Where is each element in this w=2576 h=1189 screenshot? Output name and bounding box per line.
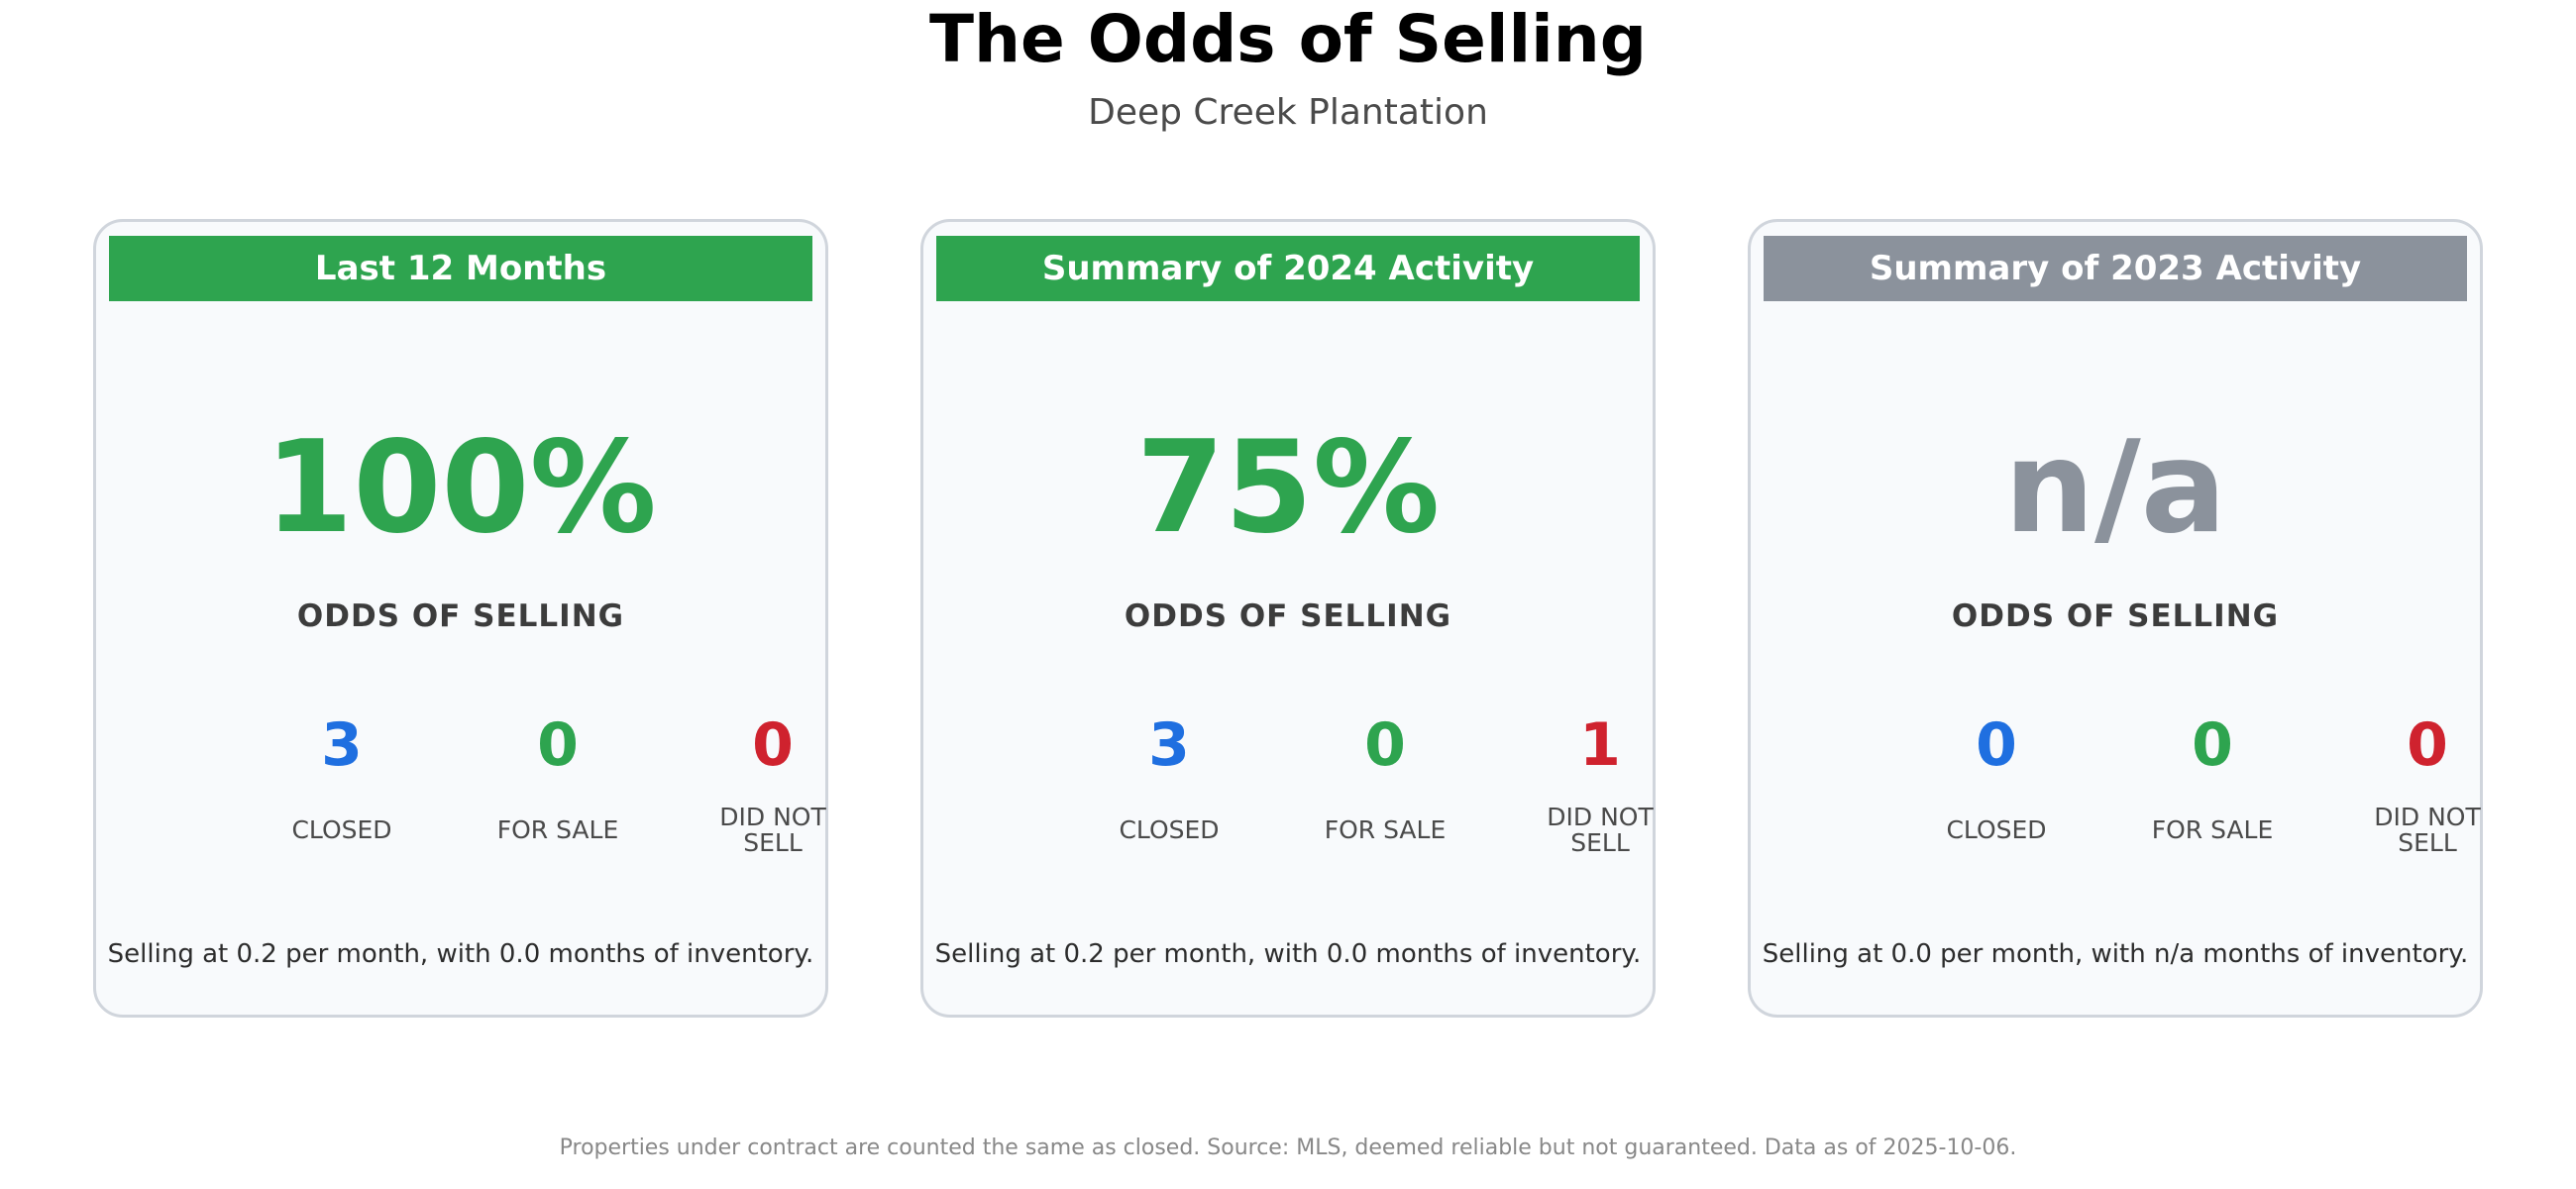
page-subtitle: Deep Creek Plantation	[1088, 92, 1488, 133]
odds-label: ODDS OF SELLING	[296, 598, 625, 634]
for-sale-count: 0	[2192, 710, 2233, 780]
did-not-sell-count: 0	[752, 710, 794, 780]
did-not-sell-label: DID NOT SELL	[664, 805, 882, 856]
stat-did-not-sell: 1 DID NOT SELL	[1491, 707, 1709, 856]
stat-for-sale: 0 FOR SALE	[2103, 707, 2321, 843]
stat-did-not-sell: 0 DID NOT SELL	[664, 707, 882, 856]
card-header: Summary of 2024 Activity	[936, 236, 1640, 301]
closed-count: 3	[1148, 710, 1190, 780]
did-not-sell-label: DID NOT SELL	[1491, 805, 1709, 856]
did-not-sell-count: 1	[1579, 710, 1621, 780]
for-sale-count: 0	[1364, 710, 1406, 780]
stat-did-not-sell: 0 DID NOT SELL	[2318, 707, 2536, 856]
did-not-sell-label-line-2: SELL	[743, 828, 803, 857]
card-summary: Selling at 0.0 per month, with n/a month…	[1762, 939, 2469, 969]
did-not-sell-label-line-1: DID NOT	[719, 803, 826, 831]
for-sale-label: FOR SALE	[1324, 815, 1447, 844]
did-not-sell-count: 0	[2407, 710, 2448, 780]
did-not-sell-label: DID NOT SELL	[2318, 805, 2536, 856]
odds-label: ODDS OF SELLING	[1951, 598, 2280, 634]
did-not-sell-label-line-1: DID NOT	[1547, 803, 1654, 831]
for-sale-count: 0	[537, 710, 579, 780]
did-not-sell-label-line-2: SELL	[1570, 828, 1630, 857]
closed-count: 3	[321, 710, 363, 780]
card-header: Last 12 Months	[109, 236, 812, 301]
odds-percentage: 75%	[1135, 414, 1441, 562]
stat-closed: 0 CLOSED	[1887, 707, 2105, 843]
stat-for-sale: 0 FOR SALE	[1276, 707, 1494, 843]
page-title: The Odds of Selling	[928, 1, 1648, 77]
card-2024-activity: Summary of 2024 Activity 75% ODDS OF SEL…	[920, 219, 1656, 1018]
did-not-sell-label-line-1: DID NOT	[2374, 803, 2481, 831]
closed-label: CLOSED	[1119, 815, 1220, 844]
stat-for-sale: 0 FOR SALE	[449, 707, 667, 843]
card-header: Summary of 2023 Activity	[1764, 236, 2467, 301]
footnote: Properties under contract are counted th…	[559, 1135, 2017, 1160]
odds-percentage: 100%	[265, 414, 657, 562]
stat-closed: 3 CLOSED	[1060, 707, 1278, 843]
odds-percentage: n/a	[2003, 414, 2227, 562]
closed-label: CLOSED	[1946, 815, 2047, 844]
card-last-12-months: Last 12 Months 100% ODDS OF SELLING 3 CL…	[93, 219, 828, 1018]
closed-label: CLOSED	[291, 815, 392, 844]
card-2023-activity: Summary of 2023 Activity n/a ODDS OF SEL…	[1748, 219, 2483, 1018]
card-summary: Selling at 0.2 per month, with 0.0 month…	[107, 939, 814, 969]
for-sale-label: FOR SALE	[2151, 815, 2274, 844]
did-not-sell-label-line-2: SELL	[2398, 828, 2457, 857]
for-sale-label: FOR SALE	[496, 815, 619, 844]
odds-label: ODDS OF SELLING	[1124, 598, 1452, 634]
card-summary: Selling at 0.2 per month, with 0.0 month…	[934, 939, 1642, 969]
closed-count: 0	[1976, 710, 2017, 780]
stat-closed: 3 CLOSED	[233, 707, 451, 843]
